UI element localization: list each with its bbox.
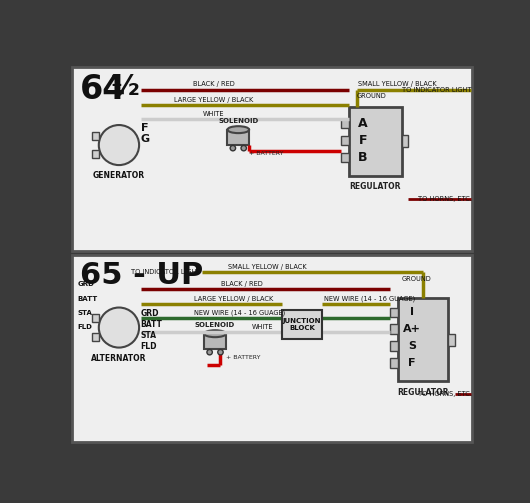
Text: GRD: GRD — [140, 309, 159, 318]
Text: 64: 64 — [80, 72, 127, 106]
Bar — [92, 150, 99, 158]
Ellipse shape — [204, 330, 226, 337]
Text: BATT: BATT — [78, 296, 98, 302]
Text: I: I — [410, 307, 414, 317]
Text: + BATTERY: + BATTERY — [226, 355, 260, 360]
Text: FLD: FLD — [140, 342, 157, 351]
Text: NEW WIRE (14 - 16 GUAGE): NEW WIRE (14 - 16 GUAGE) — [194, 309, 285, 316]
Text: WHITE: WHITE — [203, 111, 224, 117]
Bar — [72, 255, 472, 442]
Text: ½: ½ — [110, 72, 139, 101]
Text: B: B — [358, 151, 368, 164]
Text: STA: STA — [140, 331, 157, 340]
Bar — [390, 324, 398, 333]
Text: NEW WIRE (14 - 16 GUAGE): NEW WIRE (14 - 16 GUAGE) — [324, 296, 416, 302]
Circle shape — [99, 307, 139, 348]
Text: GROUND: GROUND — [357, 93, 386, 99]
Circle shape — [99, 125, 139, 165]
Text: 65 - UP: 65 - UP — [80, 262, 204, 290]
Text: BATT: BATT — [140, 320, 163, 329]
Text: BLACK / RED: BLACK / RED — [192, 81, 234, 88]
Bar — [341, 153, 349, 162]
Text: GENERATOR: GENERATOR — [93, 171, 145, 180]
Circle shape — [241, 145, 246, 151]
Text: TO HORNS, ETC.: TO HORNS, ETC. — [418, 196, 472, 202]
Bar — [448, 333, 455, 346]
Text: WHITE: WHITE — [252, 324, 274, 330]
Bar — [349, 107, 402, 176]
Text: G: G — [140, 134, 150, 144]
Text: F: F — [140, 123, 148, 133]
Text: GROUND: GROUND — [402, 276, 431, 282]
Bar — [92, 333, 99, 341]
Text: A: A — [358, 117, 368, 130]
Bar — [390, 307, 398, 317]
Text: ALTERNATOR: ALTERNATOR — [91, 354, 147, 363]
Bar — [204, 333, 226, 349]
Text: BLACK / RED: BLACK / RED — [221, 281, 263, 287]
Text: LARGE YELLOW / BLACK: LARGE YELLOW / BLACK — [194, 296, 273, 302]
Text: TO INDICATOR LIGHT: TO INDICATOR LIGHT — [131, 269, 200, 275]
Text: SOLENOID: SOLENOID — [195, 322, 235, 328]
Text: SOLENOID: SOLENOID — [218, 118, 259, 124]
Circle shape — [207, 350, 213, 355]
Bar — [282, 310, 322, 339]
Text: GRD: GRD — [78, 281, 95, 287]
Bar — [341, 136, 349, 145]
Bar — [92, 314, 99, 322]
Text: STA: STA — [78, 310, 93, 316]
Bar — [398, 298, 448, 381]
Text: TO INDICATOR LIGHT: TO INDICATOR LIGHT — [402, 87, 472, 93]
Text: F: F — [408, 358, 416, 368]
Text: SMALL YELLOW / BLACK: SMALL YELLOW / BLACK — [358, 81, 437, 88]
Text: A+: A+ — [403, 324, 421, 334]
Text: + BATTERY: + BATTERY — [249, 151, 284, 156]
Bar — [92, 132, 99, 140]
Text: S: S — [408, 341, 416, 351]
Text: TO HORNS, ETC.: TO HORNS, ETC. — [418, 391, 472, 397]
Circle shape — [230, 145, 236, 151]
Text: JUNCTION
BLOCK: JUNCTION BLOCK — [282, 318, 321, 331]
Bar — [72, 66, 472, 252]
Text: SMALL YELLOW / BLACK: SMALL YELLOW / BLACK — [228, 264, 307, 270]
Bar — [390, 342, 398, 351]
Text: FLD: FLD — [78, 324, 93, 330]
Bar — [402, 135, 408, 147]
Text: REGULATOR: REGULATOR — [397, 388, 448, 396]
Bar — [227, 130, 249, 145]
Bar — [341, 119, 349, 128]
Text: REGULATOR: REGULATOR — [350, 182, 401, 191]
Circle shape — [218, 350, 223, 355]
Text: F: F — [359, 134, 367, 147]
Bar — [390, 358, 398, 368]
Ellipse shape — [227, 126, 249, 133]
Text: LARGE YELLOW / BLACK: LARGE YELLOW / BLACK — [174, 97, 253, 103]
